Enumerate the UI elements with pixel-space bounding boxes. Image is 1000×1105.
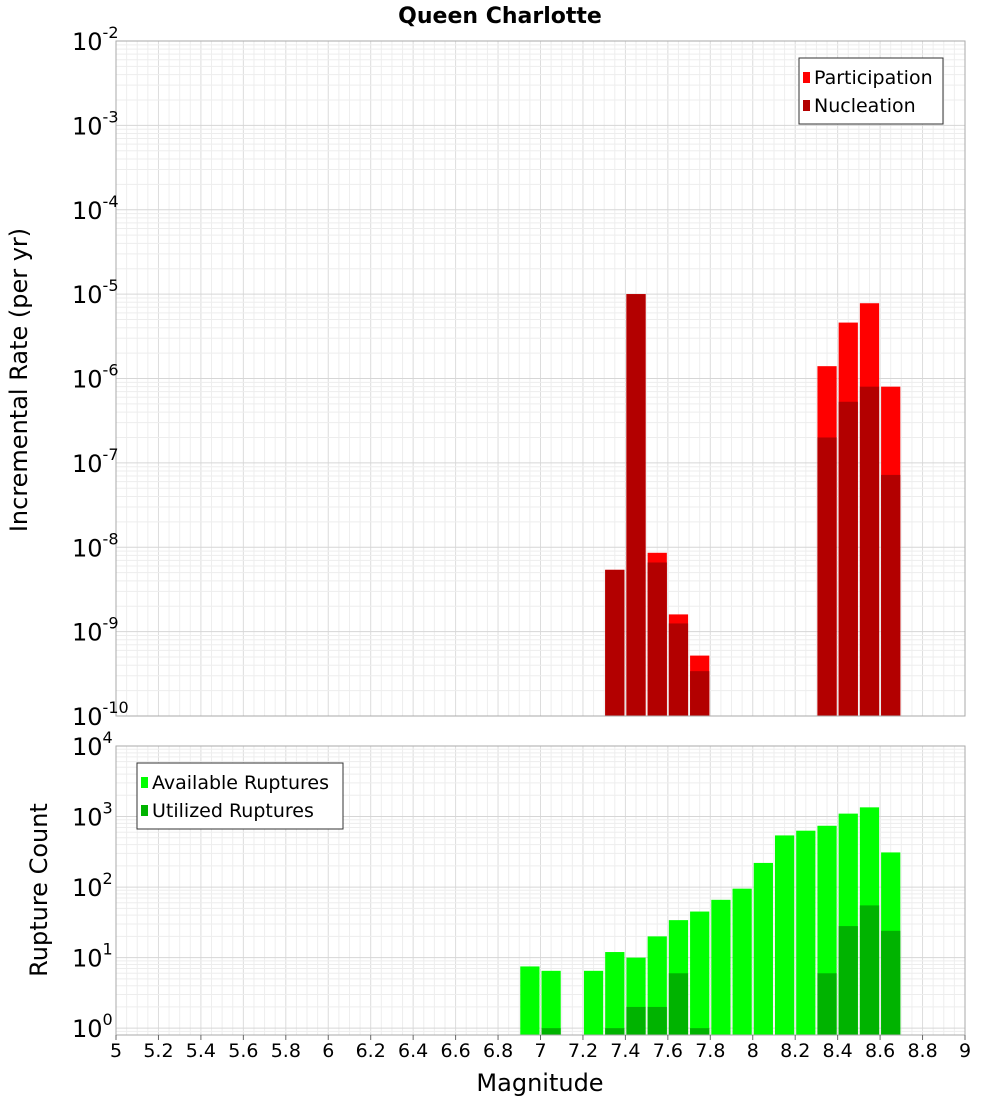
count-bar — [711, 899, 731, 1035]
rate-y-ticks: 10-10 10-9 10-8 10-7 10-6 10-5 10-4 10-3 10-2 — [72, 23, 129, 731]
count-y-tick-label: 104 — [72, 728, 113, 761]
x-tick-label: 6.6 — [440, 1040, 470, 1062]
count-bar — [774, 835, 795, 1035]
count-bar — [605, 1028, 625, 1035]
top-y-axis-label: Incremental Rate (per yr) — [5, 228, 33, 532]
count-legend-swatch — [141, 777, 148, 788]
x-tick-label: 8.4 — [823, 1040, 853, 1062]
rate-bar — [647, 562, 667, 716]
bottom-y-axis-label: Rupture Count — [25, 803, 53, 977]
x-tick-label: 8.8 — [907, 1040, 937, 1062]
count-bar — [541, 1028, 561, 1035]
count-y-tick-label: 101 — [72, 940, 113, 973]
rate-y-tick-label: 10-9 — [72, 614, 119, 647]
x-tick-label: 8.2 — [780, 1040, 810, 1062]
rate-legend-swatch — [803, 100, 810, 111]
rate-y-tick-label: 10-3 — [72, 107, 119, 140]
count-legend-label: Utilized Ruptures — [152, 800, 314, 822]
x-tick-label: 5.8 — [271, 1040, 301, 1062]
count-bar — [881, 930, 901, 1035]
rate-legend-box — [798, 57, 944, 125]
rate-plot: 10-10 10-9 10-8 10-7 10-6 10-5 10-4 10-3 10-2 Par… — [72, 23, 966, 731]
rate-bar — [838, 401, 858, 716]
count-legend-box — [136, 762, 344, 830]
x-tick-label: 7 — [534, 1040, 546, 1062]
count-bar — [626, 1006, 646, 1035]
count-bar — [817, 973, 837, 1035]
x-tick-label: 6.4 — [398, 1040, 428, 1062]
count-legend: Available Ruptures Utilized Ruptures — [136, 762, 344, 830]
rate-bar — [668, 623, 689, 716]
count-y-ticks: 100 101 102 103 104 — [72, 728, 113, 1043]
count-bar — [838, 926, 858, 1035]
x-ticks: 5 5.2 5.4 5.6 5.8 6 6.2 6.4 6.6 6.8 7 7.2 7.4 7.6 7.8 8… — [110, 1035, 971, 1062]
rate-gridlines — [115, 40, 966, 717]
x-tick-label: 6 — [322, 1040, 334, 1062]
count-bar — [520, 966, 540, 1035]
rate-y-tick-label: 10-2 — [72, 23, 119, 56]
count-bar — [859, 905, 880, 1035]
x-tick-label: 7.8 — [695, 1040, 725, 1062]
rate-bar — [605, 569, 625, 716]
count-bar — [668, 973, 689, 1035]
count-bar — [583, 970, 604, 1035]
x-tick-label: 5.2 — [143, 1040, 173, 1062]
rate-y-tick-label: 10-7 — [72, 445, 119, 478]
x-tick-label: 8.6 — [865, 1040, 895, 1062]
rate-bar — [626, 294, 646, 716]
rate-bar — [859, 386, 880, 716]
count-bar — [690, 1028, 710, 1035]
chart-title: Queen Charlotte — [398, 4, 602, 29]
rate-series-2 — [605, 294, 901, 716]
rate-legend-label: Nucleation — [814, 95, 916, 117]
count-y-tick-label: 102 — [72, 869, 113, 902]
rate-bar — [881, 474, 901, 716]
count-y-tick-label: 100 — [72, 1010, 113, 1043]
count-plot: 100 101 102 103 104 5 5.2 5.4 5.6 5.8 6 6.2 6.4 6.6 6.… — [72, 728, 971, 1062]
count-legend-label: Available Ruptures — [152, 772, 329, 794]
rate-y-tick-label: 10-4 — [72, 192, 119, 225]
rate-legend-swatch — [803, 72, 810, 83]
rate-legend: Participation Nucleation — [798, 57, 944, 125]
x-tick-label: 5 — [110, 1040, 122, 1062]
x-tick-label: 7.2 — [568, 1040, 598, 1062]
x-tick-label: 5.4 — [186, 1040, 216, 1062]
count-bar — [541, 970, 561, 1035]
rate-y-tick-label: 10-5 — [72, 276, 119, 309]
x-tick-label: 5.6 — [228, 1040, 258, 1062]
x-tick-label: 6.8 — [483, 1040, 513, 1062]
rate-bar — [817, 437, 837, 716]
count-y-tick-label: 103 — [72, 799, 113, 832]
count-bar — [605, 952, 625, 1035]
count-bar — [796, 830, 816, 1035]
count-legend-swatch — [141, 805, 148, 816]
rate-plot-frame — [115, 40, 966, 717]
x-tick-label: 8 — [747, 1040, 759, 1062]
x-tick-label: 7.6 — [653, 1040, 683, 1062]
rate-y-tick-label: 10-6 — [72, 361, 119, 394]
x-tick-label: 7.4 — [610, 1040, 640, 1062]
rate-bar — [690, 671, 710, 716]
rate-legend-label: Participation — [814, 67, 933, 89]
rate-y-tick-label: 10-10 — [72, 698, 129, 731]
count-bar — [732, 888, 752, 1035]
count-bar — [753, 862, 773, 1035]
x-tick-label: 6.2 — [356, 1040, 386, 1062]
count-bar — [647, 1006, 667, 1035]
rate-y-tick-label: 10-8 — [72, 529, 119, 562]
count-bar — [690, 911, 710, 1035]
x-axis-label: Magnitude — [476, 1069, 603, 1097]
count-series-2 — [541, 905, 901, 1035]
x-tick-label: 9 — [959, 1040, 971, 1062]
